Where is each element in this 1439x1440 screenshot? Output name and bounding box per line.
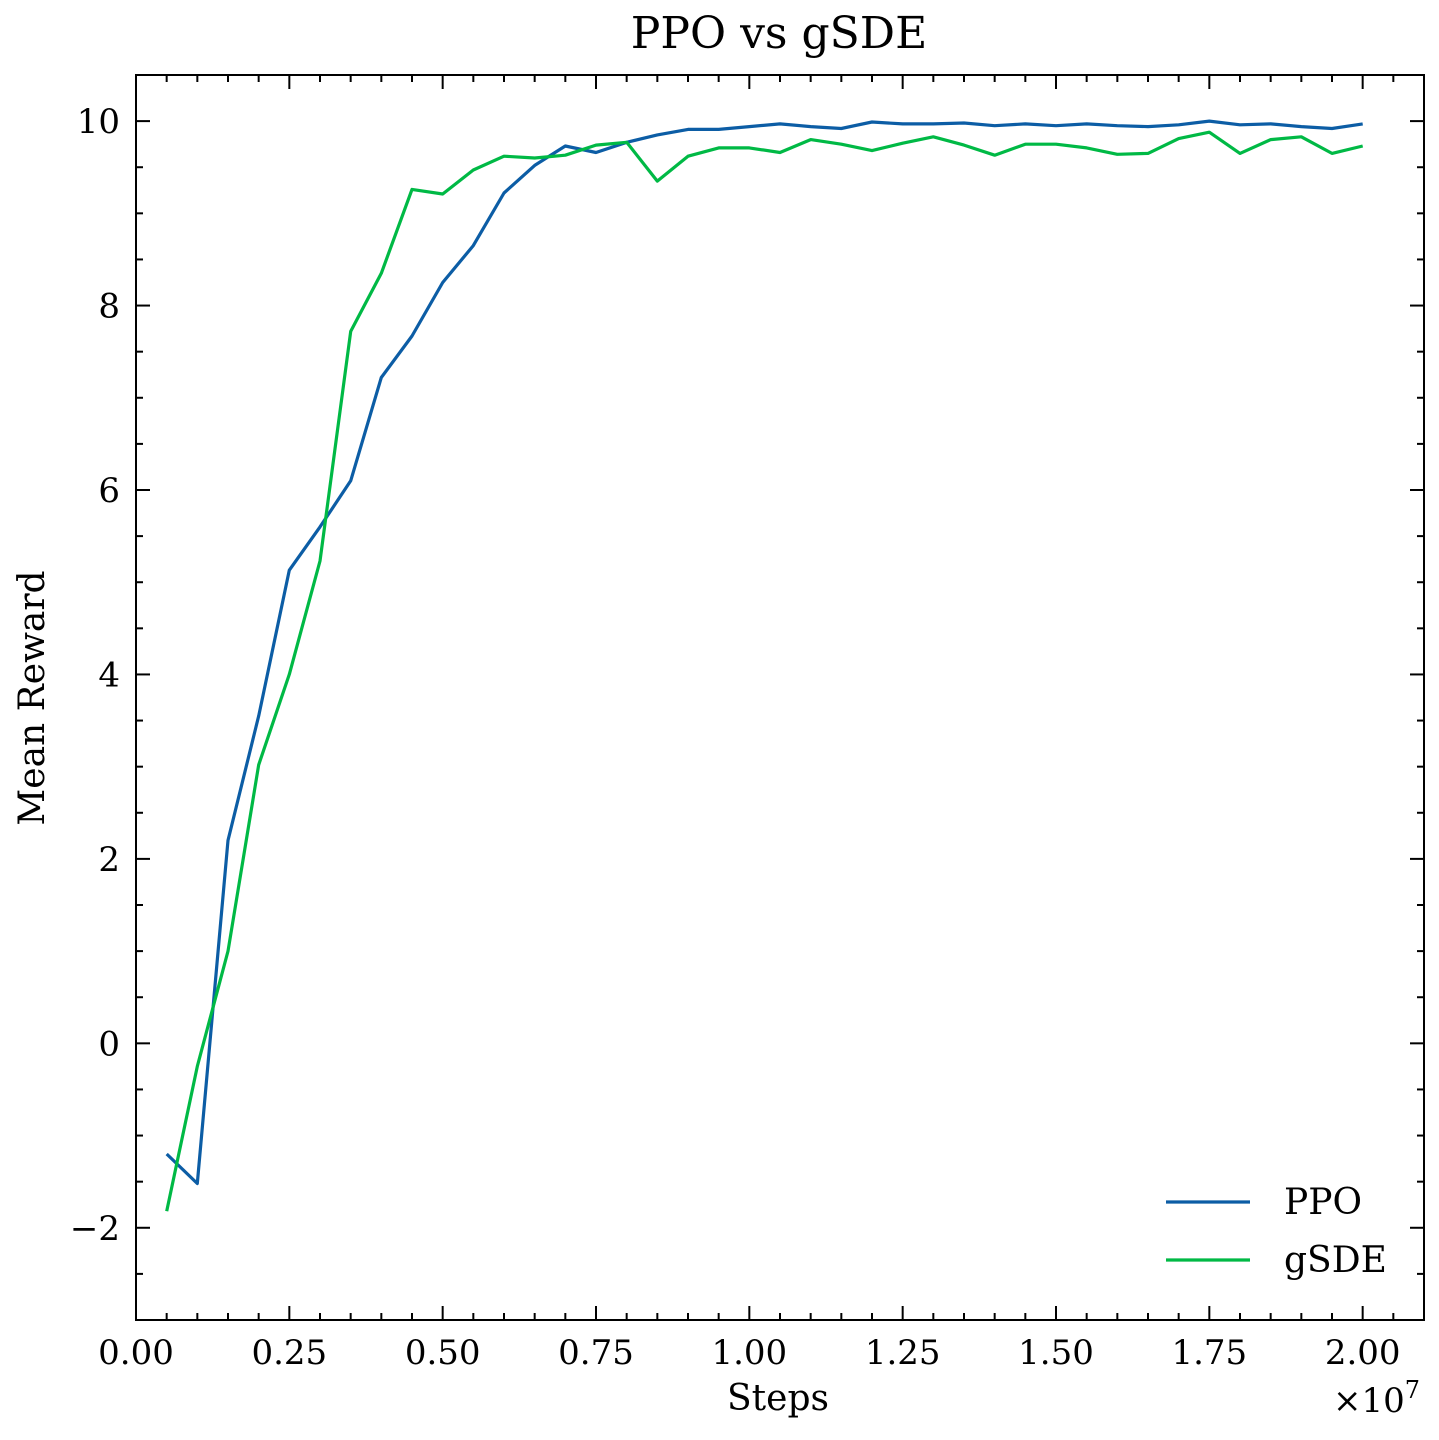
x-tick-label: 1.25: [865, 1333, 941, 1373]
series-line-gsde: [165, 130, 1364, 1212]
series-lines: [165, 119, 1364, 1212]
legend-label-ppo: PPO: [1284, 1182, 1362, 1223]
axis-tick-labels: 0.00 0.25 0.50 0.75 1.00 1.25 1.50 1.75 2.00 −2 0 2…: [70, 102, 1401, 1373]
y-axis-label: Mean Reward: [12, 570, 53, 825]
axis-ticks: [135, 75, 1424, 1320]
x-tick-label: 2.00: [1325, 1333, 1401, 1373]
x-tick-label: 1.50: [1018, 1333, 1094, 1373]
x-axis-label: Steps: [727, 1378, 829, 1419]
x-tick-label: 0.75: [558, 1333, 634, 1373]
y-tick-label: 0: [98, 1024, 120, 1064]
x-tick-label: 1.00: [711, 1333, 787, 1373]
x-tick-label: 1.75: [1171, 1333, 1247, 1373]
y-tick-label: 10: [77, 102, 120, 142]
x-tick-label: 0.25: [251, 1333, 327, 1373]
chart-title: PPO vs gSDE: [631, 8, 927, 59]
y-tick-label: −2: [70, 1209, 120, 1249]
series-line-ppo: [165, 119, 1363, 1186]
y-tick-label: 6: [98, 471, 120, 511]
plot-frame: [135, 74, 1425, 1321]
y-tick-label: 8: [98, 287, 120, 327]
x-tick-label: 0.00: [98, 1333, 174, 1373]
x-offset-label: ×107: [1333, 1376, 1420, 1421]
y-tick-label: 2: [98, 840, 120, 880]
legend-label-gsde: gSDE: [1284, 1240, 1387, 1281]
legend: PPO gSDE: [1166, 1182, 1387, 1281]
x-tick-label: 0.50: [405, 1333, 481, 1373]
y-tick-label: 4: [98, 655, 120, 695]
